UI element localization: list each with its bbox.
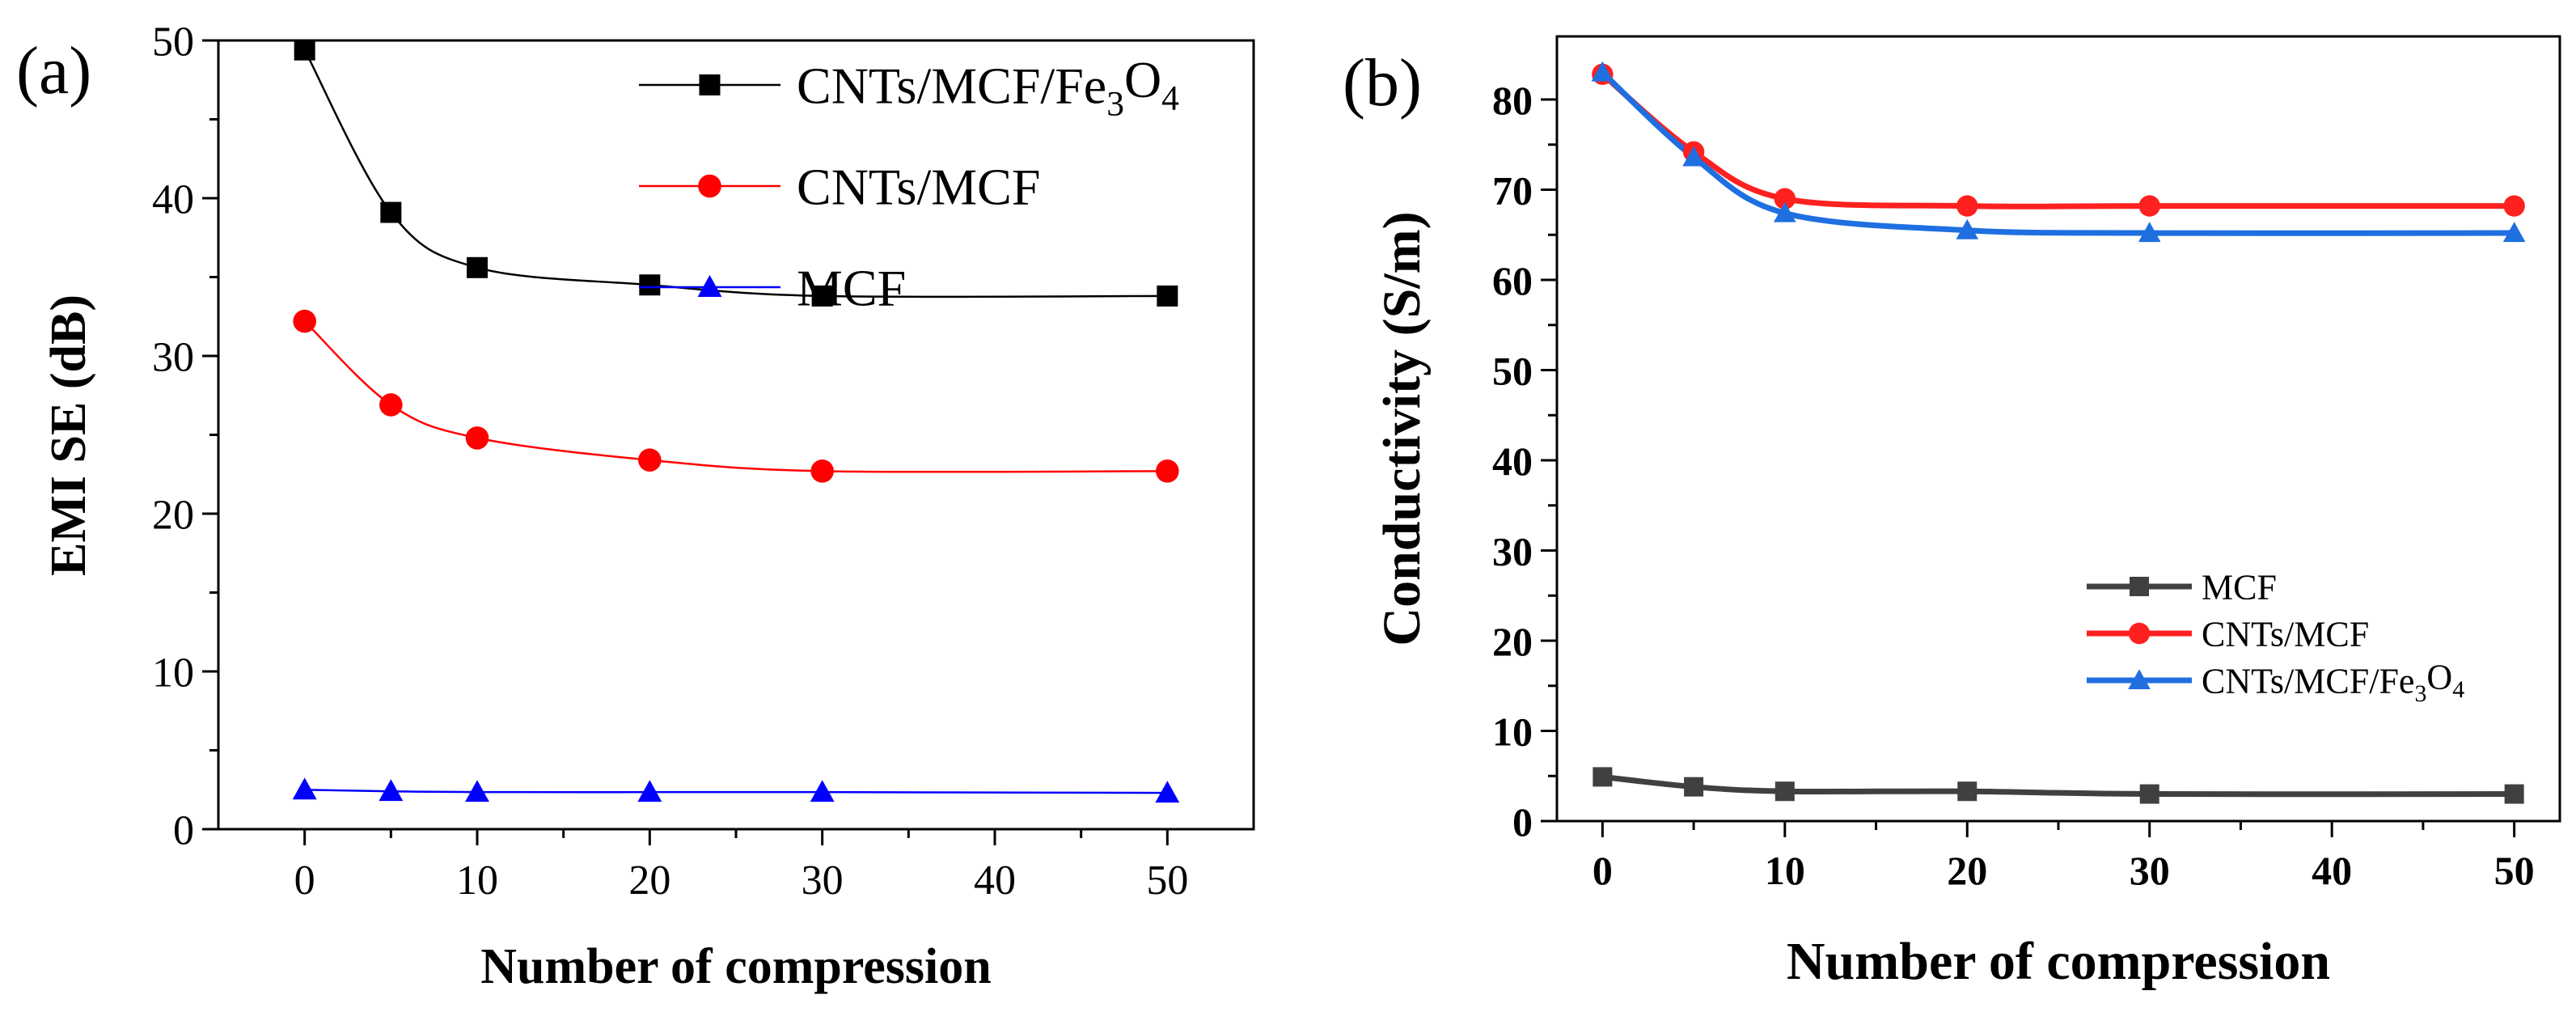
x-tick-label-b: 20 bbox=[1947, 848, 1987, 893]
y-tick-label-b: 30 bbox=[1492, 529, 1533, 574]
data-point-b-2-1 bbox=[1682, 146, 1705, 167]
x-tick-label-a: 30 bbox=[802, 857, 844, 904]
y-tick-label-b: 40 bbox=[1492, 438, 1533, 484]
legend-marker-a-2 bbox=[697, 275, 722, 297]
y-tick-label-a: 40 bbox=[152, 177, 194, 223]
plot-area-a bbox=[217, 39, 1255, 831]
y-tick-label-b: 20 bbox=[1492, 619, 1533, 664]
y-axis-title-a: EMI SE (dB) bbox=[41, 294, 96, 576]
data-point-b-1-2 bbox=[1774, 188, 1796, 210]
data-point-a-2-2 bbox=[465, 780, 489, 802]
legend-a: CNTs/MCF/Fe3O4 CNTs/MCF MCF bbox=[639, 51, 1179, 316]
series-line-a-0 bbox=[303, 49, 1168, 299]
data-point-b-1-3 bbox=[1956, 195, 1978, 217]
legend-label-b-0: MCF bbox=[2202, 567, 2277, 607]
x-tick-label-a: 40 bbox=[974, 857, 1016, 904]
data-point-a-2-4 bbox=[810, 780, 835, 802]
data-point-b-0-4 bbox=[2139, 784, 2159, 804]
data-point-a-1-2 bbox=[465, 426, 489, 450]
data-point-a-0-3 bbox=[639, 274, 661, 296]
x-tick-label-a: 20 bbox=[628, 857, 670, 904]
y-tick-label-a: 0 bbox=[173, 808, 194, 854]
x-tick-label-b: 50 bbox=[2494, 848, 2535, 893]
y-tick-label-b: 60 bbox=[1492, 258, 1533, 303]
legend-label-b-1: CNTs/MCF bbox=[2202, 614, 2369, 654]
legend-marker-b-1 bbox=[2128, 622, 2151, 645]
panel-b-chart: 0 10 20 30 40 50 0 10 20 30 40 50 60 70 80 MCF CNTs/MCF… bbox=[1373, 35, 2561, 991]
legend-label-b-2: CNTs/MCF/Fe3O4 bbox=[2202, 657, 2464, 706]
data-point-a-0-5 bbox=[1157, 285, 1178, 307]
x-tick-label-b: 0 bbox=[1593, 848, 1613, 893]
plot-area-b bbox=[1555, 35, 2561, 823]
legend-marker-a-0 bbox=[699, 74, 721, 95]
y-tick-label-b: 80 bbox=[1492, 78, 1533, 123]
legend-label-a-0: CNTs/MCF/Fe3O4 bbox=[797, 51, 1179, 123]
data-point-b-2-2 bbox=[1774, 201, 1796, 222]
data-point-a-1-0 bbox=[293, 309, 316, 333]
panel-a-label: (a) bbox=[16, 33, 91, 108]
data-point-b-0-0 bbox=[1593, 767, 1613, 787]
data-point-a-2-0 bbox=[292, 777, 317, 800]
y-tick-label-b: 10 bbox=[1492, 709, 1533, 755]
legend-label-a-1: CNTs/MCF bbox=[797, 158, 1040, 215]
data-point-a-1-1 bbox=[379, 393, 403, 417]
data-point-a-0-1 bbox=[380, 201, 402, 223]
x-axis-title-a: Number of compression bbox=[480, 939, 991, 994]
data-point-a-1-5 bbox=[1156, 459, 1179, 483]
data-point-a-2-5 bbox=[1155, 781, 1180, 803]
series-line-b-1 bbox=[1601, 72, 2515, 210]
data-point-b-0-2 bbox=[1774, 781, 1795, 802]
legend-marker-b-0 bbox=[2130, 577, 2149, 596]
data-point-a-1-4 bbox=[810, 459, 834, 483]
x-tick-label-b: 10 bbox=[1765, 848, 1805, 893]
series-line-a-1 bbox=[303, 320, 1168, 473]
data-point-b-2-3 bbox=[1956, 218, 1979, 239]
y-tick-label-b: 70 bbox=[1492, 168, 1533, 214]
data-point-a-0-0 bbox=[294, 39, 315, 61]
y-axis-title-b: Conductivity (S/m) bbox=[1373, 211, 1432, 646]
data-point-b-2-4 bbox=[2138, 222, 2161, 243]
x-tick-label-a: 0 bbox=[294, 857, 315, 904]
data-point-b-2-5 bbox=[2502, 222, 2526, 243]
y-tick-label-a: 10 bbox=[152, 650, 194, 697]
y-tick-label-b: 50 bbox=[1492, 349, 1533, 394]
y-tick-label-a: 30 bbox=[152, 335, 194, 381]
data-point-a-2-1 bbox=[379, 779, 404, 802]
x-tick-label-b: 40 bbox=[2312, 848, 2352, 893]
x-axis-title-b: Number of compression bbox=[1787, 932, 2330, 991]
panel-b-label: (b) bbox=[1343, 45, 1422, 121]
legend-marker-a-1 bbox=[698, 174, 721, 198]
data-point-b-1-5 bbox=[2503, 195, 2525, 217]
x-tick-label-b: 30 bbox=[2130, 848, 2170, 893]
data-point-b-2-0 bbox=[1591, 61, 1614, 82]
series-line-a-2 bbox=[304, 789, 1168, 794]
y-tick-label-b: 0 bbox=[1512, 799, 1533, 845]
series-line-b-0 bbox=[1601, 773, 2515, 798]
data-point-a-0-2 bbox=[467, 256, 488, 278]
y-tick-label-a: 50 bbox=[152, 19, 194, 66]
data-point-b-0-3 bbox=[1957, 781, 1977, 802]
data-point-b-0-5 bbox=[2504, 784, 2524, 804]
data-point-b-0-1 bbox=[1684, 777, 1704, 797]
legend-marker-b-2 bbox=[2128, 669, 2151, 690]
y-tick-label-a: 20 bbox=[152, 493, 194, 539]
data-point-a-1-3 bbox=[638, 448, 662, 472]
data-point-a-0-4 bbox=[811, 285, 833, 307]
data-point-b-1-4 bbox=[2138, 195, 2160, 217]
data-point-a-2-3 bbox=[637, 780, 662, 802]
x-tick-label-a: 50 bbox=[1146, 857, 1188, 904]
legend-label-a-2: MCF bbox=[797, 259, 906, 316]
x-tick-label-a: 10 bbox=[456, 857, 498, 904]
